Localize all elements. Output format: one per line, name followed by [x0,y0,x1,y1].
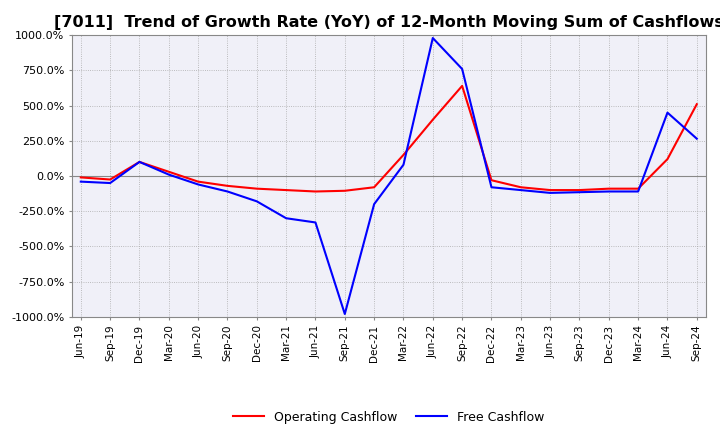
Legend: Operating Cashflow, Free Cashflow: Operating Cashflow, Free Cashflow [228,406,550,429]
Operating Cashflow [428,117,437,122]
Free Cashflow [194,182,202,187]
Free Cashflow [487,185,496,190]
Operating Cashflow [76,175,85,180]
Line: Operating Cashflow: Operating Cashflow [81,86,697,191]
Operating Cashflow [546,187,554,193]
Operating Cashflow [399,152,408,158]
Free Cashflow [399,162,408,167]
Free Cashflow [370,202,379,207]
Free Cashflow [428,35,437,40]
Free Cashflow [575,190,584,195]
Operating Cashflow [223,183,232,188]
Operating Cashflow [311,189,320,194]
Operating Cashflow [605,186,613,191]
Operating Cashflow [106,177,114,182]
Free Cashflow [693,136,701,141]
Operating Cashflow [634,186,642,191]
Free Cashflow [458,66,467,72]
Operating Cashflow [575,187,584,193]
Free Cashflow [663,110,672,115]
Free Cashflow [546,190,554,195]
Free Cashflow [135,159,144,165]
Free Cashflow [106,180,114,186]
Free Cashflow [311,220,320,225]
Operating Cashflow [693,102,701,107]
Operating Cashflow [135,159,144,165]
Free Cashflow [223,189,232,194]
Free Cashflow [76,179,85,184]
Free Cashflow [253,199,261,204]
Operating Cashflow [194,179,202,184]
Free Cashflow [634,189,642,194]
Operating Cashflow [164,169,173,174]
Operating Cashflow [253,186,261,191]
Operating Cashflow [282,187,290,193]
Operating Cashflow [341,188,349,194]
Operating Cashflow [370,185,379,190]
Operating Cashflow [663,157,672,162]
Free Cashflow [341,312,349,317]
Operating Cashflow [458,83,467,88]
Title: [7011]  Trend of Growth Rate (YoY) of 12-Month Moving Sum of Cashflows: [7011] Trend of Growth Rate (YoY) of 12-… [54,15,720,30]
Free Cashflow [516,187,525,193]
Free Cashflow [164,172,173,177]
Operating Cashflow [516,185,525,190]
Free Cashflow [282,216,290,221]
Line: Free Cashflow: Free Cashflow [81,38,697,314]
Free Cashflow [605,189,613,194]
Operating Cashflow [487,178,496,183]
